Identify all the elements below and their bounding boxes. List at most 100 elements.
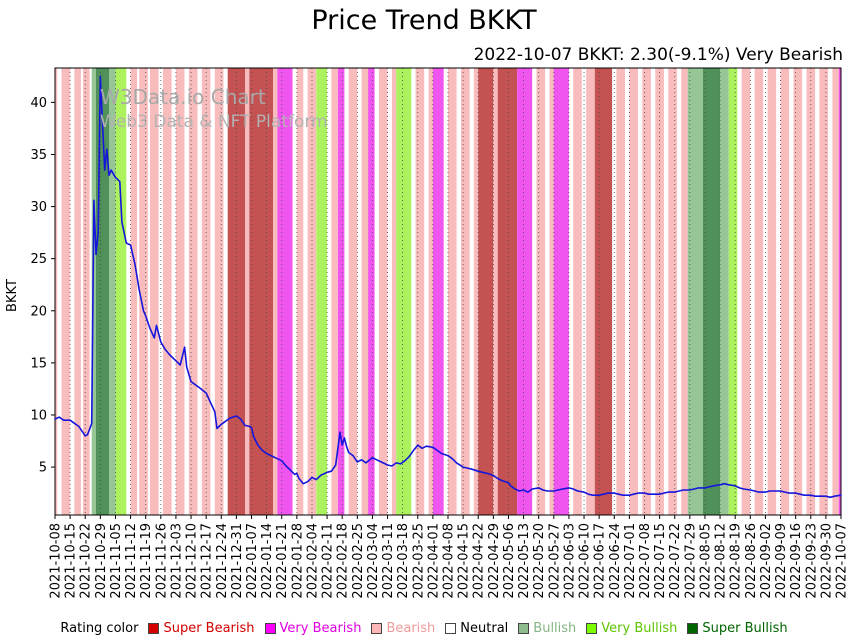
legend-swatch bbox=[687, 623, 699, 634]
x-tick-label: 2022-09-02 bbox=[759, 523, 774, 599]
price-line bbox=[54, 75, 842, 499]
rating-band-bearish bbox=[296, 68, 304, 515]
rating-band-bearish bbox=[348, 68, 358, 515]
rating-band-bearish bbox=[55, 68, 58, 515]
legend-item-super-bullish: Super Bullish bbox=[687, 621, 788, 636]
rating-band-bearish bbox=[629, 68, 638, 515]
rating-band-very_bearish bbox=[432, 68, 444, 515]
x-tick-label: 2021-12-17 bbox=[200, 523, 215, 599]
rating-band-very_bullish bbox=[396, 68, 412, 515]
y-axis-label: BKKT bbox=[4, 279, 20, 312]
rating-band-bearish bbox=[74, 68, 81, 515]
x-tick-label: 2021-10-22 bbox=[79, 523, 94, 599]
x-tick-label: 2022-07-29 bbox=[683, 523, 698, 599]
rating-band-very_bullish bbox=[115, 68, 127, 515]
rating-band-bearish bbox=[681, 68, 688, 515]
y-tick-label: 35 bbox=[30, 148, 47, 163]
x-tick-label: 2022-02-25 bbox=[351, 523, 366, 599]
x-tick-label: 2022-06-10 bbox=[578, 523, 593, 599]
rating-band-super_bearish bbox=[249, 68, 274, 515]
legend-swatch bbox=[148, 623, 160, 634]
x-tick-label: 2022-06-24 bbox=[608, 523, 623, 599]
rating-band-bullish bbox=[720, 68, 729, 515]
rating-band-bearish bbox=[819, 68, 828, 515]
x-tick-label: 2022-05-27 bbox=[547, 523, 562, 599]
legend-item-bearish: Bearish bbox=[371, 621, 435, 636]
legend-swatch bbox=[445, 623, 457, 634]
x-tick-label: 2022-05-20 bbox=[532, 523, 547, 599]
x-tick-label: 2022-01-14 bbox=[260, 523, 275, 599]
y-tick-label: 30 bbox=[30, 200, 47, 215]
x-tick-label: 2021-12-03 bbox=[169, 523, 184, 599]
y-tick-label: 40 bbox=[30, 96, 47, 111]
y-tick-label: 10 bbox=[30, 408, 47, 423]
y-tick-label: 5 bbox=[39, 461, 47, 476]
rating-band-bearish bbox=[780, 68, 790, 515]
x-tick-label: 2022-10-07 bbox=[835, 523, 848, 599]
x-tick-label: 2022-02-18 bbox=[336, 523, 351, 599]
rating-band-very_bullish bbox=[728, 68, 738, 515]
x-tick-label: 2022-04-29 bbox=[487, 523, 502, 599]
y-tick-label: 15 bbox=[30, 356, 47, 371]
rating-band-bearish bbox=[83, 68, 90, 515]
rating-band-bearish bbox=[139, 68, 148, 515]
page-title: Price Trend BKKT bbox=[311, 5, 537, 36]
x-tick-label: 2022-04-08 bbox=[442, 523, 457, 599]
x-tick-label: 2021-11-26 bbox=[154, 523, 169, 599]
rating-band-bearish bbox=[461, 68, 470, 515]
rating-band-bearish bbox=[415, 68, 425, 515]
x-tick-label: 2022-06-17 bbox=[593, 523, 608, 599]
rating-band-bearish bbox=[655, 68, 664, 515]
rating-band-bearish bbox=[245, 68, 250, 515]
rating-band-bearish bbox=[361, 68, 369, 515]
rating-band-bearish bbox=[754, 68, 764, 515]
rating-band-very_bearish bbox=[277, 68, 293, 515]
watermark-line2: Web3 Data & NFT Platform bbox=[100, 112, 328, 132]
x-tick-label: 2021-12-10 bbox=[185, 523, 200, 599]
rating-band-bearish bbox=[448, 68, 457, 515]
x-tick-label: 2022-02-04 bbox=[305, 523, 320, 599]
x-tick-label: 2021-10-29 bbox=[94, 523, 109, 599]
x-tick-label: 2022-01-28 bbox=[290, 523, 305, 599]
rating-band-very_bearish bbox=[368, 68, 375, 515]
rating-band-bullish bbox=[109, 68, 116, 515]
rating-legend: Rating color Super Bearish Very Bearish Be… bbox=[0, 621, 848, 636]
x-tick-label: 2022-07-15 bbox=[653, 523, 668, 599]
rating-band-bearish bbox=[793, 68, 803, 515]
legend-swatch bbox=[586, 623, 598, 634]
y-tick-label: 25 bbox=[30, 252, 47, 267]
legend-swatch bbox=[264, 623, 276, 634]
rating-band-bearish bbox=[573, 68, 582, 515]
x-tick-label: 2022-09-23 bbox=[804, 523, 819, 599]
rating-band-super_bearish bbox=[227, 68, 245, 515]
x-tick-label: 2021-11-12 bbox=[124, 523, 139, 599]
legend-item-neutral: Neutral bbox=[445, 621, 508, 636]
rating-band-bearish bbox=[188, 68, 198, 515]
rating-band-bearish bbox=[832, 68, 839, 515]
x-tick-label: 2022-04-22 bbox=[472, 523, 487, 599]
legend-label: Super Bearish bbox=[163, 621, 255, 636]
rating-band-super_bearish bbox=[478, 68, 494, 515]
x-tick-label: 2022-09-30 bbox=[819, 523, 834, 599]
x-tick-label: 2021-10-15 bbox=[64, 523, 79, 599]
plot-border bbox=[54, 67, 842, 516]
rating-band-bearish bbox=[536, 68, 546, 515]
x-tick-label: 2021-11-05 bbox=[109, 523, 124, 599]
legend-item-very-bearish: Very Bearish bbox=[264, 621, 361, 636]
rating-band-very_bearish bbox=[337, 68, 345, 515]
rating-band-very_bearish bbox=[838, 68, 841, 515]
x-tick-label: 2021-12-24 bbox=[215, 523, 230, 599]
legend-item-very-bullish: Very Bullish bbox=[586, 621, 677, 636]
rating-band-bearish bbox=[428, 68, 433, 515]
rating-band-bearish bbox=[150, 68, 159, 515]
legend-label: Bullish bbox=[533, 621, 577, 636]
x-tick-label: 2022-01-21 bbox=[275, 523, 290, 599]
y-tick-label: 20 bbox=[30, 304, 47, 319]
rating-band-bearish bbox=[668, 68, 677, 515]
x-tick-label: 2022-05-13 bbox=[517, 523, 532, 599]
rating-band-super_bullish bbox=[702, 68, 721, 515]
x-tick-label: 2021-12-31 bbox=[230, 523, 245, 599]
x-tick-label: 2022-08-12 bbox=[714, 523, 729, 599]
rating-band-super_bearish bbox=[497, 68, 518, 515]
